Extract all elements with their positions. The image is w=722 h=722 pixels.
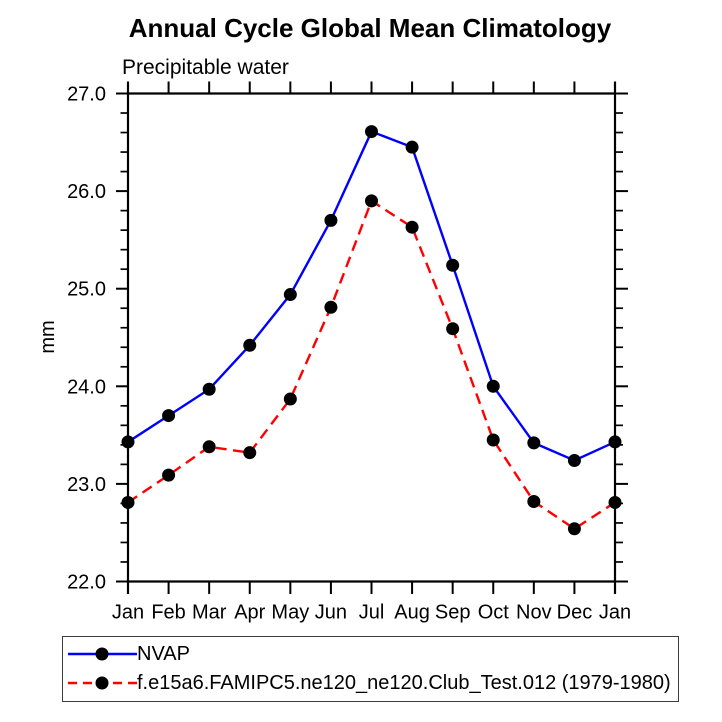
data-point-marker-series-0	[202, 382, 216, 396]
series-line-1	[127, 199, 616, 531]
data-point-marker-series-1	[365, 194, 378, 208]
data-point-marker-series-0	[405, 140, 419, 154]
x-tick-label: Oct	[478, 602, 510, 624]
data-point-marker-series-0	[567, 453, 581, 467]
data-point-marker-series-0	[283, 288, 297, 302]
x-tick-label: Dec	[557, 602, 593, 624]
legend-item-nvap: NVAP	[68, 641, 190, 667]
data-point-marker-series-1	[405, 220, 419, 234]
x-tick-label: Nov	[516, 602, 552, 624]
data-point-marker-series-1	[608, 495, 622, 509]
legend-box: NVAP f.e15a6.FAMIPC5.ne120_ne120.Club_Te…	[62, 636, 679, 702]
data-point-marker-series-1	[121, 495, 135, 509]
data-point-marker-series-0	[162, 409, 176, 423]
y-tick-label: 27.0	[67, 84, 106, 106]
data-point-marker-series-1	[162, 468, 176, 482]
data-point-marker-series-0	[446, 258, 460, 272]
data-point-marker-series-1	[527, 494, 541, 508]
data-point-marker-series-0	[324, 213, 338, 227]
data-point-marker-series-0	[527, 436, 541, 450]
data-point-marker-series-1	[202, 440, 216, 454]
legend-label-nvap: NVAP	[137, 643, 190, 665]
x-tick-label: Aug	[394, 602, 430, 624]
y-tick-label: 26.0	[67, 181, 106, 203]
x-tick-label: Sep	[435, 602, 471, 624]
data-point-marker-series-0	[365, 125, 378, 139]
series-line-0	[127, 130, 616, 462]
data-point-marker-series-1	[567, 522, 581, 536]
legend-label-model: f.e15a6.FAMIPC5.ne120_ne120.Club_Test.01…	[137, 672, 671, 694]
data-point-marker-series-0	[608, 435, 622, 449]
data-point-marker-series-0	[121, 435, 135, 449]
data-point-marker-series-1	[446, 322, 460, 336]
x-tick-label: Feb	[151, 602, 185, 624]
chart-subtitle: Precipitable water	[122, 56, 289, 79]
y-axis-label: mm	[37, 320, 59, 353]
x-tick-label: May	[271, 602, 309, 624]
data-point-marker-series-0	[243, 338, 257, 352]
x-tick-label: Mar	[192, 602, 227, 624]
data-point-marker-series-0	[486, 379, 500, 393]
y-tick-label: 25.0	[67, 279, 106, 301]
data-point-marker-series-1	[324, 300, 338, 314]
data-point-marker-series-1	[283, 392, 297, 406]
y-tick-label: 22.0	[67, 572, 106, 594]
chart-title: Annual Cycle Global Mean Climatology	[128, 13, 612, 43]
x-tick-label: Jan	[599, 602, 631, 624]
data-point-marker-series-1	[486, 433, 500, 447]
x-tick-label: Jul	[359, 602, 385, 624]
x-tick-label: Jun	[315, 602, 347, 624]
legend-line-sample-dashed	[68, 676, 137, 690]
data-point-marker-series-1	[243, 446, 257, 460]
y-tick-label: 24.0	[67, 376, 106, 398]
legend-line-sample-solid	[68, 647, 137, 661]
legend-item-model: f.e15a6.FAMIPC5.ne120_ne120.Club_Test.01…	[68, 670, 671, 696]
x-tick-label: Apr	[234, 602, 265, 624]
y-tick-label: 23.0	[67, 474, 106, 496]
x-tick-label: Jan	[112, 602, 144, 624]
